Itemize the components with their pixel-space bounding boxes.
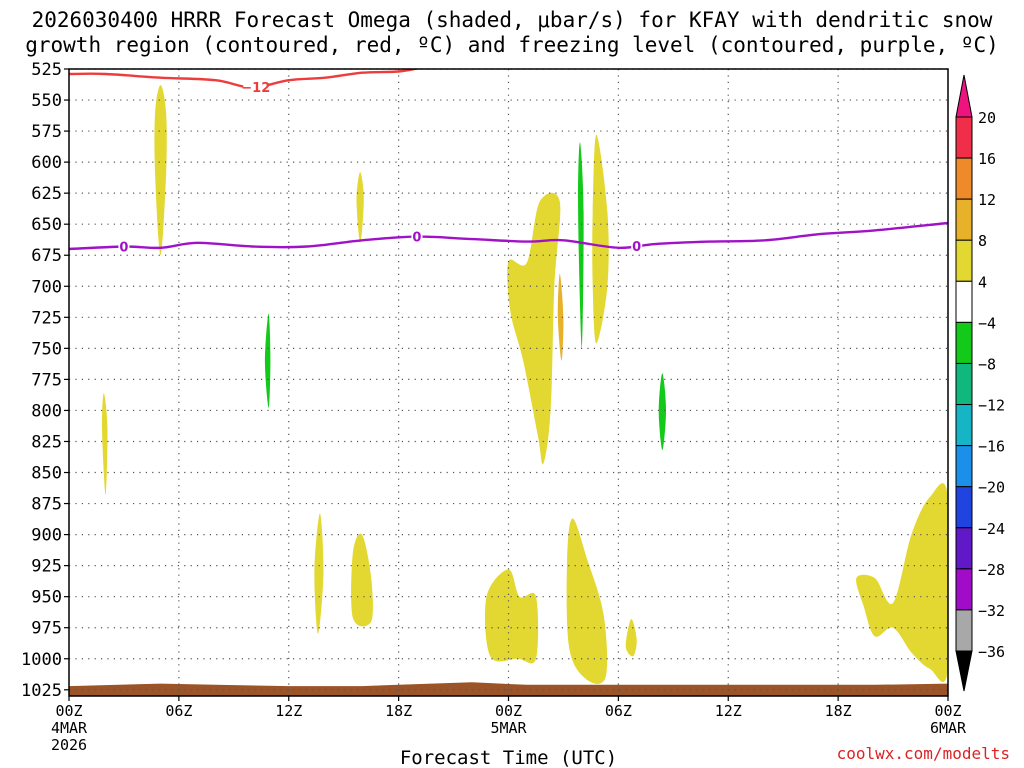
xtick-label-6: 06Z [165, 702, 192, 720]
colorbar-band-12 [955, 609, 973, 652]
colorbar-label-4: 4 [978, 273, 987, 291]
omega-region-0 [154, 85, 167, 256]
colorbar-band-2 [955, 198, 973, 241]
dgz-contour-label-0: −12 [241, 81, 270, 96]
ytick-label-600: 600 [31, 153, 62, 173]
omega-region-4 [507, 192, 561, 465]
omega-region-13 [625, 618, 637, 657]
xtick-sublabel-0-0: 4MAR [51, 719, 88, 737]
ytick-label-900: 900 [31, 526, 62, 546]
chart-title-line1: 2026030400 HRRR Forecast Omega (shaded, … [31, 8, 993, 32]
xtick-sublabel-24-0: 5MAR [490, 719, 527, 737]
ytick-label-1000: 1000 [21, 650, 62, 670]
ytick-label-650: 650 [31, 215, 62, 235]
ytick-label-825: 825 [31, 432, 62, 452]
omega-region-7 [592, 134, 609, 344]
dgz-contour-label-bg-0 [243, 79, 269, 94]
ytick-label-675: 675 [31, 246, 62, 266]
omega-region-1 [356, 172, 364, 243]
ytick-label-700: 700 [31, 277, 62, 297]
ytick-label-775: 775 [31, 370, 62, 390]
omega-region-2 [101, 393, 108, 495]
omega-region-8 [658, 373, 666, 451]
omega-region-6 [578, 142, 584, 349]
colorbar-band-5 [955, 321, 973, 364]
ytick-label-550: 550 [31, 91, 62, 111]
x-axis-title: Forecast Time (UTC) [400, 747, 617, 768]
freezing-level-label-0: 0 [119, 241, 128, 256]
xtick-label-30: 06Z [605, 702, 632, 720]
omega-region-11 [484, 569, 539, 664]
colorbar-top-arrow [955, 74, 973, 118]
freezing-level-label-bg-1 [411, 229, 423, 244]
xtick-sublabel-48-0: 6MAR [930, 719, 967, 737]
axes: 525 550 575 600 625 650 675 700 725 750 775 800 825 8… [21, 60, 967, 768]
xtick-label-42: 18Z [825, 702, 852, 720]
ytick-label-975: 975 [31, 619, 62, 639]
ytick-label-800: 800 [31, 401, 62, 421]
xtick-label-12: 12Z [275, 702, 302, 720]
freezing-level-line [69, 221, 948, 251]
xtick-label-24: 00Z [495, 702, 522, 720]
colorbar-band-6 [955, 362, 973, 406]
colorbar-band-7 [955, 404, 973, 447]
colorbar-band-3 [955, 239, 973, 282]
omega-region-3 [264, 313, 271, 408]
colorbar-band-1 [955, 157, 973, 200]
ytick-label-925: 925 [31, 557, 62, 577]
xtick-label-18: 18Z [385, 702, 412, 720]
omega-shading [69, 85, 948, 696]
ytick-label-625: 625 [31, 184, 62, 204]
xtick-label-36: 12Z [715, 702, 742, 720]
source-credit[interactable]: coolwx.com/modelts [836, 744, 1010, 763]
colorbar-band-8 [955, 445, 973, 488]
colorbar-label-6: −8 [978, 355, 996, 373]
colorbar-band-4 [955, 280, 973, 323]
colorbar-band-0 [955, 116, 973, 159]
colorbar-label-8: −16 [978, 438, 1005, 456]
colorbar-band-9 [955, 486, 973, 529]
omega-region-14 [856, 483, 948, 682]
colorbar-label-3: 8 [978, 232, 987, 250]
colorbar-band-11 [955, 568, 973, 611]
ytick-label-575: 575 [31, 122, 62, 142]
ytick-label-750: 750 [31, 339, 62, 359]
omega-region-9 [314, 513, 324, 634]
xtick-sublabel-0-1: 2026 [51, 736, 87, 754]
colorbar-bottom-arrow [955, 650, 973, 692]
colorbar-label-9: −20 [978, 479, 1005, 497]
freezing-level-label-1: 0 [412, 231, 421, 246]
freezing-level-label-bg-2 [631, 238, 643, 253]
colorbar-label-2: 12 [978, 191, 996, 209]
colorbar-band-10 [955, 527, 973, 570]
xtick-label-48: 00Z [934, 702, 961, 720]
freezing-level-label-bg-0 [118, 239, 130, 254]
ytick-label-525: 525 [31, 60, 62, 80]
colorbar-label-0: 20 [978, 109, 996, 127]
omega-region-5 [557, 273, 564, 361]
ground-surface [69, 682, 948, 696]
ytick-label-725: 725 [31, 308, 62, 328]
xtick-label-0: 00Z [55, 702, 82, 720]
freezing-level-label-2: 0 [632, 240, 641, 255]
colorbar-label-11: −28 [978, 561, 1005, 579]
ytick-label-950: 950 [31, 588, 62, 608]
dgz-contour-line [69, 69, 421, 89]
colorbar-label-10: −24 [978, 520, 1005, 538]
colorbar: 20 16 12 8 4 −4 −8 −12 −16 −20 −24 −28 −32 −36 [955, 74, 1005, 692]
omega-region-10 [351, 533, 373, 627]
ytick-label-850: 850 [31, 464, 62, 484]
colorbar-label-1: 16 [978, 150, 996, 168]
omega-region-12 [566, 518, 608, 684]
colorbar-label-13: −36 [978, 643, 1005, 661]
ytick-label-1025: 1025 [21, 681, 62, 701]
colorbar-label-12: −32 [978, 602, 1005, 620]
colorbar-label-7: −12 [978, 397, 1005, 415]
contours: 0 0 0 −12 [69, 69, 948, 256]
chart-title-line2: growth region (contoured, red, ºC) and f… [25, 33, 999, 57]
ytick-label-875: 875 [31, 495, 62, 515]
colorbar-label-5: −4 [978, 314, 996, 332]
